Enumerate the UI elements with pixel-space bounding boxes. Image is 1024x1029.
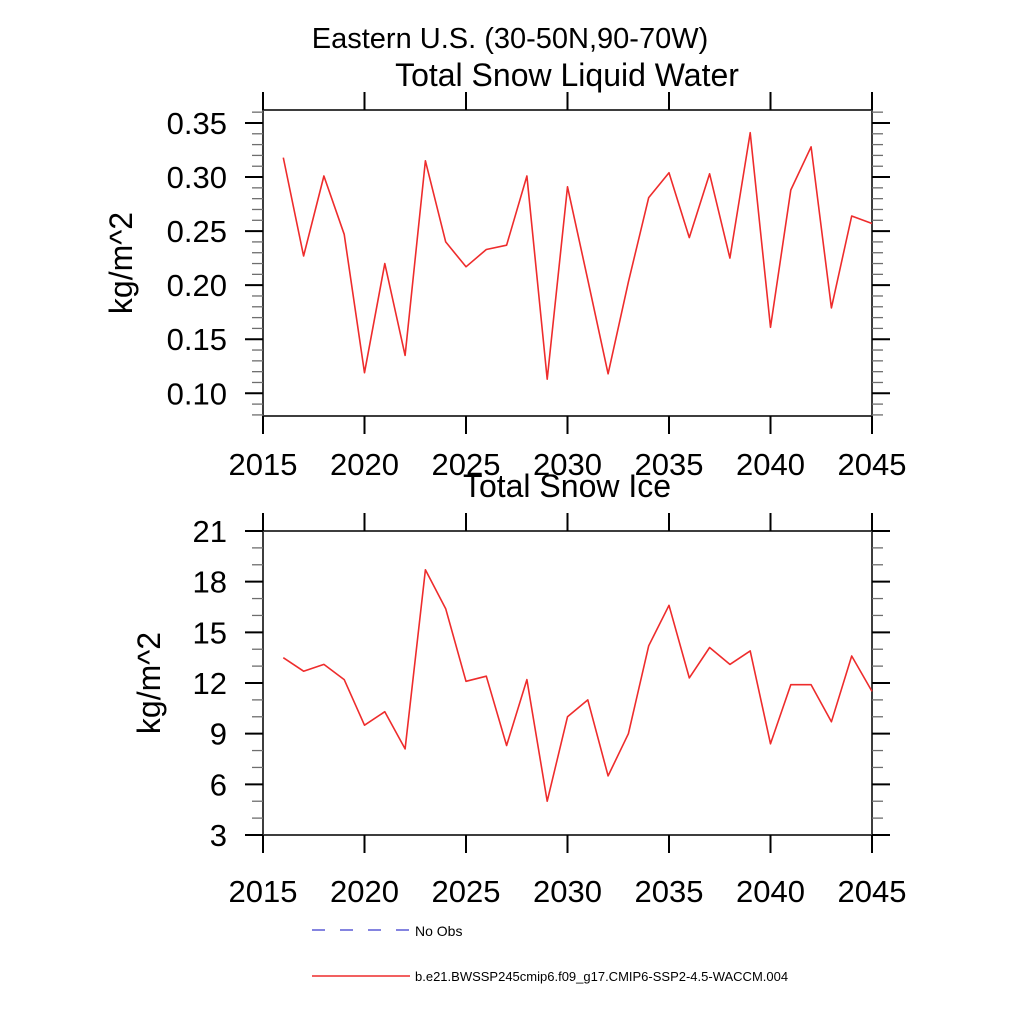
plot-frame <box>262 530 873 836</box>
bottom-chart-ylabel: kg/m^2 <box>131 632 167 734</box>
top-chart-ylabel: kg/m^2 <box>103 212 139 314</box>
series-line <box>282 131 873 381</box>
series-line <box>282 568 873 803</box>
bottom-chart-plot: 2015 2020 2025 2030 2035 2040 2045 3 6 9 12 15 18 21 <box>193 513 907 909</box>
x-tick-label: 2045 <box>838 447 907 482</box>
legend-noobs-label: No Obs <box>415 923 462 939</box>
y-tick-label: 18 <box>193 565 227 600</box>
x-tick-label: 2025 <box>432 447 501 482</box>
x-tick-label: 2035 <box>635 874 704 909</box>
y-tick-label: 0.15 <box>167 322 227 357</box>
y-tick-label: 3 <box>210 818 227 853</box>
x-tick-label: 2025 <box>432 874 501 909</box>
y-tick-label: 0.35 <box>167 106 227 141</box>
x-tick-label: 2045 <box>838 874 907 909</box>
y-tick-label: 0.10 <box>167 376 227 411</box>
top-chart-plot: 2015 2020 2025 2030 2035 2040 2045 0.10 0.15 0.20… <box>167 92 907 482</box>
x-tick-label: 2030 <box>533 874 602 909</box>
legend-model-label: b.e21.BWSSP245cmip6.f09_g17.CMIP6-SSP2-4… <box>415 969 788 984</box>
y-tick-label: 21 <box>193 514 227 549</box>
y-tick-label: 15 <box>193 615 227 650</box>
y-tick-label: 9 <box>210 717 227 752</box>
y-tick-label: 0.20 <box>167 268 227 303</box>
x-tick-label: 2040 <box>736 874 805 909</box>
y-tick-label: 6 <box>210 767 227 802</box>
x-tick-label: 2015 <box>229 447 298 482</box>
y-tick-label: 12 <box>193 666 227 701</box>
legend: No Obs b.e21.BWSSP245cmip6.f09_g17.CMIP6… <box>312 923 788 984</box>
bottom-chart-title: Total Snow Ice <box>463 468 671 504</box>
x-tick-label: 2020 <box>330 874 399 909</box>
region-title: Eastern U.S. (30-50N,90-70W) <box>312 23 708 55</box>
x-tick-label: 2040 <box>736 447 805 482</box>
x-tick-label: 2035 <box>635 447 704 482</box>
y-tick-label: 0.25 <box>167 214 227 249</box>
x-tick-label: 2030 <box>533 447 602 482</box>
y-tick-label: 0.30 <box>167 160 227 195</box>
x-tick-label: 2020 <box>330 447 399 482</box>
top-chart-title: Total Snow Liquid Water <box>395 57 739 93</box>
x-tick-label: 2015 <box>229 874 298 909</box>
